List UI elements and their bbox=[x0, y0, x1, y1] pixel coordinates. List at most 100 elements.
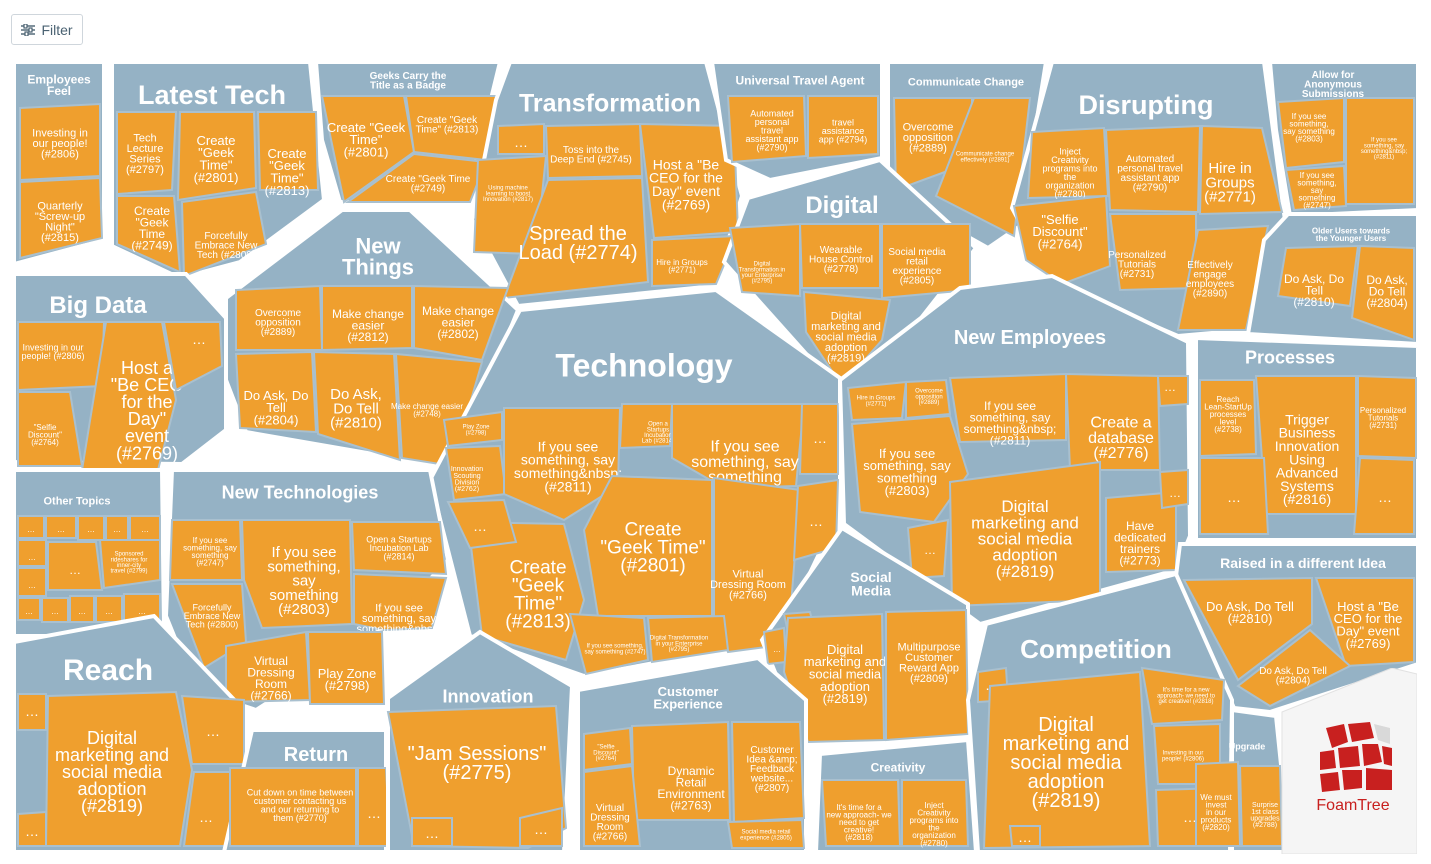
cell-shape[interactable] bbox=[782, 612, 886, 744]
idea-cell[interactable]: Play Zone (#2798) bbox=[442, 410, 503, 448]
cell-shape[interactable] bbox=[411, 817, 453, 847]
more-items-cell[interactable]: … bbox=[47, 541, 104, 591]
cell-shape[interactable] bbox=[1276, 96, 1345, 170]
idea-cell[interactable]: Automated personal travel assistant app (#27… bbox=[726, 95, 808, 164]
more-items-cell[interactable]: … bbox=[105, 515, 129, 541]
more-items-cell[interactable]: … bbox=[45, 515, 77, 539]
idea-cell[interactable]: Trigger Business Innovation Using Advanced Sy… bbox=[1254, 375, 1357, 515]
group-innovation[interactable]: Innovation"Jam Sessions" (#2775)…… bbox=[386, 629, 575, 854]
group-upgrade[interactable]: Upgrade We must invest in our products (#2820… bbox=[1195, 707, 1293, 854]
idea-cell[interactable]: Overcome opposition (#2889) bbox=[905, 378, 952, 420]
more-items-cell[interactable]: … bbox=[41, 597, 69, 623]
group-other-topics[interactable]: Other Topics … … … … … … … Sponsored rideshares f… bbox=[12, 468, 167, 638]
group-reach[interactable]: Reach … Digital marketing and social media ad… bbox=[12, 613, 253, 854]
cell-shape[interactable] bbox=[1352, 456, 1415, 535]
cell-shape[interactable] bbox=[582, 474, 713, 617]
idea-cell[interactable]: travel assistance app (#2794) bbox=[807, 95, 879, 160]
cell-shape[interactable] bbox=[646, 614, 730, 664]
cell-shape[interactable] bbox=[256, 111, 320, 191]
idea-cell[interactable]: "Selfie Discount" (#2764) bbox=[583, 726, 634, 772]
group-big-data[interactable]: Big Data Investing in our people! (#2806) H… bbox=[12, 272, 228, 471]
cell-shape[interactable] bbox=[1199, 457, 1270, 535]
idea-cell[interactable]: Create "Geek Time" (#2801) bbox=[176, 111, 258, 202]
idea-cell[interactable]: If you see something, say something (#2747) bbox=[168, 519, 244, 581]
cell-shape[interactable] bbox=[1064, 372, 1162, 471]
idea-cell[interactable]: Create "Geek Time" (#2801) bbox=[320, 95, 416, 204]
idea-cell[interactable]: Play Zone (#2798) bbox=[306, 631, 386, 705]
idea-cell[interactable]: Inject Creativity programs into the organiza… bbox=[901, 779, 970, 848]
group-processes[interactable]: Processes Reach Lean-StartUp processes level… bbox=[1194, 335, 1420, 542]
cell-shape[interactable] bbox=[1156, 375, 1189, 408]
group-technology[interactable]: Technology Play Zone (#2798) Open a Startups… bbox=[427, 287, 842, 679]
cell-shape[interactable] bbox=[948, 372, 1067, 444]
idea-cell[interactable]: Hire in Groups (#2771) bbox=[651, 234, 738, 288]
idea-cell[interactable]: Inject Creativity programs into the organiza… bbox=[1026, 126, 1110, 199]
cell-shape[interactable] bbox=[1198, 124, 1284, 216]
idea-cell[interactable]: "Jam Sessions" (#2775) bbox=[386, 704, 568, 850]
cell-shape[interactable] bbox=[713, 476, 802, 654]
idea-cell[interactable]: Have dedicated trainers (#2773) bbox=[1105, 490, 1177, 574]
cell-shape[interactable] bbox=[69, 595, 95, 623]
more-items-cell[interactable]: … bbox=[1156, 375, 1189, 408]
idea-cell[interactable]: Hire in Groups (#2771) bbox=[846, 380, 908, 422]
more-items-cell[interactable]: … bbox=[17, 810, 47, 847]
cell-shape[interactable] bbox=[321, 285, 413, 352]
cell-shape[interactable] bbox=[1195, 760, 1242, 847]
idea-cell[interactable]: Personalized Tutorials (#2731) bbox=[1108, 213, 1197, 292]
idea-cell[interactable]: If you see something, say something (#2803) bbox=[240, 519, 354, 630]
idea-cell[interactable]: Overcome opposition (#2889) bbox=[235, 284, 324, 351]
more-items-cell[interactable]: … bbox=[798, 403, 839, 475]
cell-shape[interactable] bbox=[1350, 244, 1415, 342]
cell-shape[interactable] bbox=[353, 572, 448, 632]
more-items-cell[interactable]: … bbox=[180, 694, 245, 765]
cell-shape[interactable] bbox=[229, 767, 357, 847]
idea-cell[interactable]: Open a Startups Incubation Lab (#2814) bbox=[618, 403, 674, 450]
idea-cell[interactable]: Do Ask, Do Tell (#2810) bbox=[1276, 244, 1360, 309]
cell-shape[interactable] bbox=[350, 521, 448, 576]
group-raised-in-a-different-idea[interactable]: Raised in a different Idea Do Ask, Do Tel… bbox=[1173, 542, 1420, 715]
idea-cell[interactable]: Automated personal travel assistant app (#2… bbox=[1104, 124, 1202, 214]
cell-shape[interactable] bbox=[982, 670, 1152, 850]
cell-shape[interactable] bbox=[497, 122, 545, 155]
idea-cell[interactable]: Cut down on time between customer contact… bbox=[229, 767, 357, 847]
cell-shape[interactable] bbox=[17, 539, 47, 567]
cell-shape[interactable] bbox=[19, 176, 104, 260]
cell-shape[interactable] bbox=[730, 721, 806, 824]
group-allow-for-anonymous-submissions[interactable]: Allow for Anonymous Submissions If you see s… bbox=[1267, 60, 1420, 219]
idea-cell[interactable]: Effectively engage employees (#2890) bbox=[1176, 224, 1270, 331]
idea-cell[interactable]: If you see something, say something (#2803) bbox=[1276, 96, 1345, 170]
idea-cell[interactable]: "Selfie Discount" (#2764) bbox=[1012, 194, 1112, 286]
more-items-cell[interactable]: … bbox=[762, 626, 788, 666]
idea-cell[interactable]: Spread the Load (#2774) bbox=[502, 176, 650, 300]
idea-cell[interactable]: Do Ask, Do Tell (#2804) bbox=[1350, 244, 1415, 342]
group-older-users-towards-the-younger-users[interactable]: Older Users towards the Younger Users Do A… bbox=[1245, 212, 1420, 347]
idea-cell[interactable]: Forcefully Embrace New Tech (#2800) bbox=[180, 190, 268, 278]
cell-shape[interactable] bbox=[807, 95, 879, 160]
idea-cell[interactable]: Social media retail experience (#2805) bbox=[881, 223, 971, 300]
cell-shape[interactable] bbox=[17, 810, 47, 847]
cell-shape[interactable] bbox=[1199, 379, 1258, 458]
idea-cell[interactable]: Digital marketing and social media adoption… bbox=[982, 670, 1152, 850]
cell-shape[interactable] bbox=[17, 567, 47, 597]
idea-cell[interactable]: It's time for a new approach- we need to g… bbox=[820, 779, 902, 847]
cell-shape[interactable] bbox=[1357, 374, 1417, 460]
group-customer-experience[interactable]: Customer Experience "Selfie Discount" (#2764… bbox=[576, 655, 808, 854]
idea-cell[interactable]: Create "Geek Time (#2749) bbox=[116, 195, 182, 274]
idea-cell[interactable]: Create "Geek Time" (#2813) bbox=[404, 95, 502, 162]
cell-shape[interactable] bbox=[1140, 666, 1226, 726]
more-items-cell[interactable]: … bbox=[1352, 456, 1415, 535]
cell-shape[interactable] bbox=[502, 176, 650, 300]
cell-shape[interactable] bbox=[98, 539, 161, 590]
cell-shape[interactable] bbox=[413, 284, 510, 362]
idea-cell[interactable]: If you see something, say something (#2747) bbox=[1284, 164, 1348, 212]
idea-cell[interactable]: It's time for a new approach- we need to g… bbox=[1140, 666, 1226, 726]
idea-cell[interactable]: Hire in Groups (#2771) bbox=[1198, 124, 1284, 216]
idea-cell[interactable]: Virtual Dressing Room (#2766) bbox=[710, 476, 802, 654]
cell-shape[interactable] bbox=[19, 102, 101, 182]
idea-cell[interactable]: Create "Geek Time" (#2813) bbox=[466, 520, 586, 662]
cell-shape[interactable] bbox=[17, 597, 41, 621]
more-items-cell[interactable]: … bbox=[17, 597, 41, 621]
more-items-cell[interactable]: … bbox=[17, 515, 45, 539]
cell-shape[interactable] bbox=[726, 818, 806, 849]
